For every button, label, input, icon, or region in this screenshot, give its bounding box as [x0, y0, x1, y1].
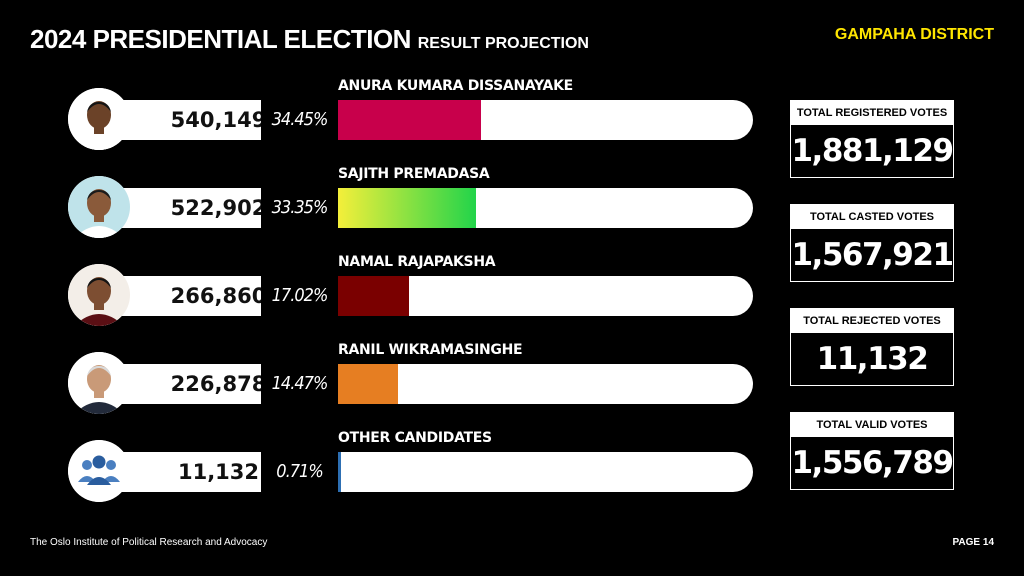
vote-percent: 17.02% — [261, 276, 338, 316]
stat-value: 1,567,921 — [791, 237, 954, 273]
page-number: PAGE 14 — [952, 537, 995, 548]
candidate-avatar — [68, 88, 130, 150]
stat-label: TOTAL REGISTERED VOTES — [791, 101, 953, 125]
bar-track: 522,902 33.35% — [98, 188, 753, 228]
candidate-avatar — [68, 176, 130, 238]
vote-count: 11,132 — [177, 460, 260, 484]
candidate-avatar — [68, 352, 130, 414]
stat-box: TOTAL CASTED VOTES 1,567,921 — [790, 204, 954, 282]
candidate-row: 522,902 33.35% SAJITH PREMADASA — [68, 166, 753, 238]
title-main: 2024 PRESIDENTIAL ELECTION — [30, 24, 411, 54]
stat-box: TOTAL REGISTERED VOTES 1,881,129 — [790, 100, 954, 178]
bar-fill — [338, 364, 398, 404]
candidate-row: 266,860 17.02% NAMAL RAJAPAKSHA — [68, 254, 753, 326]
vote-percent: 33.35% — [261, 188, 338, 228]
bar-track: 266,860 17.02% — [98, 276, 753, 316]
title-sub: RESULT PROJECTION — [417, 35, 589, 52]
candidate-avatar — [68, 264, 130, 326]
vote-count: 226,878 — [170, 372, 267, 396]
vote-percent: 0.71% — [261, 452, 338, 492]
candidate-name: RANIL WIKRAMASINGHE — [338, 342, 523, 358]
bar-fill — [338, 276, 409, 316]
stat-label: TOTAL CASTED VOTES — [791, 205, 953, 229]
bar-fill — [338, 188, 476, 228]
stat-box: TOTAL REJECTED VOTES 11,132 — [790, 308, 954, 386]
candidate-name: OTHER CANDIDATES — [338, 430, 492, 446]
bar-track: 11,132 0.71% — [98, 452, 753, 492]
stat-label: TOTAL REJECTED VOTES — [791, 309, 953, 333]
page-title: 2024 PRESIDENTIAL ELECTION RESULT PROJEC… — [30, 24, 589, 55]
stat-value: 11,132 — [816, 341, 929, 377]
bar-track: 540,149 34.45% — [98, 100, 753, 140]
bar-fill — [338, 452, 341, 492]
candidate-row: 540,149 34.45% ANURA KUMARA DISSANAYAKE — [68, 78, 753, 150]
stat-value: 1,556,789 — [791, 445, 954, 481]
footer-org: The Oslo Institute of Political Research… — [30, 537, 268, 548]
candidate-name: ANURA KUMARA DISSANAYAKE — [338, 78, 573, 94]
candidate-name: NAMAL RAJAPAKSHA — [338, 254, 496, 270]
group-icon — [68, 440, 130, 502]
candidate-row: 226,878 14.47% RANIL WIKRAMASINGHE — [68, 342, 753, 414]
vote-count: 522,902 — [170, 196, 267, 220]
candidate-name: SAJITH PREMADASA — [338, 166, 490, 182]
candidate-row: 11,132 0.71% OTHER CANDIDATES — [68, 430, 753, 502]
bar-fill — [338, 100, 481, 140]
stat-label: TOTAL VALID VOTES — [791, 413, 953, 437]
vote-percent: 34.45% — [261, 100, 338, 140]
district-label: GAMPAHA DISTRICT — [834, 26, 994, 43]
vote-count: 540,149 — [170, 108, 267, 132]
vote-percent: 14.47% — [261, 364, 338, 404]
bar-track: 226,878 14.47% — [98, 364, 753, 404]
stat-value: 1,881,129 — [791, 133, 954, 169]
stat-box: TOTAL VALID VOTES 1,556,789 — [790, 412, 954, 490]
vote-count: 266,860 — [170, 284, 267, 308]
